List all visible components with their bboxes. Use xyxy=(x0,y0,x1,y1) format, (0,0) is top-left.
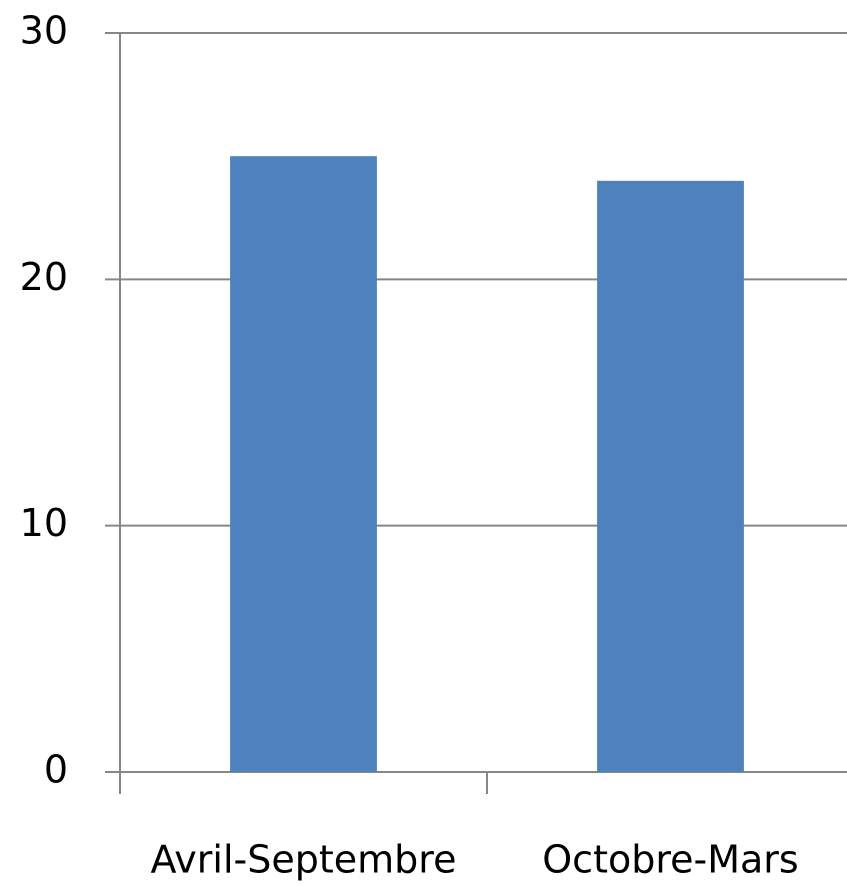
bar xyxy=(230,156,377,772)
y-tick-label: 20 xyxy=(20,255,68,299)
x-tick-label: Octobre-Mars xyxy=(542,838,798,882)
x-tick-label: Avril-Septembre xyxy=(151,838,457,882)
y-tick-label: 0 xyxy=(44,748,68,792)
y-tick-label: 10 xyxy=(20,501,68,545)
bar xyxy=(597,180,744,773)
y-tick-label: 30 xyxy=(20,9,68,53)
